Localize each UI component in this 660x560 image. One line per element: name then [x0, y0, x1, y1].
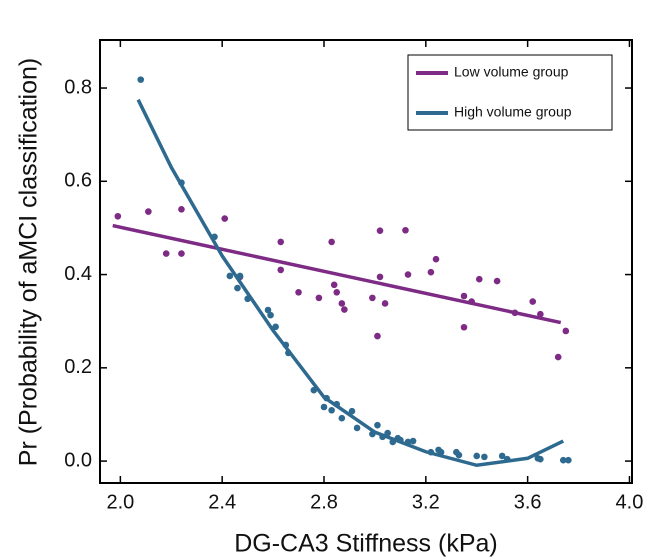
data-point: [178, 250, 185, 257]
y-axis-label: Pr (Probability of aMCI classification): [15, 58, 43, 466]
data-point: [226, 272, 234, 280]
fit-line: [136, 98, 565, 468]
data-point: [341, 306, 348, 313]
data-point: [376, 227, 384, 235]
data-point: [559, 456, 567, 464]
y-tick-label: 0.0: [64, 449, 92, 471]
data-point: [330, 281, 338, 289]
data-point: [295, 288, 302, 296]
legend-label: Low volume group: [454, 64, 569, 80]
data-point: [498, 452, 506, 460]
data-point: [455, 451, 463, 459]
data-point: [272, 323, 279, 331]
data-point: [537, 310, 544, 318]
data-point: [328, 406, 335, 414]
data-point: [427, 268, 435, 276]
data-point: [320, 403, 328, 411]
data-point: [264, 306, 272, 314]
data-point: [402, 226, 409, 234]
data-point: [554, 353, 562, 361]
legend-box: [407, 54, 613, 131]
data-point: [162, 250, 170, 257]
data-point: [475, 275, 483, 283]
data-point: [409, 437, 417, 445]
plot-frame: [99, 39, 633, 484]
x-tick-label: 2.0: [106, 491, 134, 513]
x-axis-label: DG-CA3 Stiffness (kPa): [234, 530, 498, 558]
data-point: [460, 292, 468, 300]
fit-line: [112, 223, 562, 325]
data-point: [493, 277, 501, 285]
data-point: [529, 298, 537, 305]
data-point: [267, 311, 274, 319]
data-point: [369, 294, 376, 302]
data-point: [432, 255, 440, 263]
data-point: [381, 300, 389, 307]
data-point: [333, 288, 341, 296]
data-point: [565, 456, 572, 464]
data-point: [137, 76, 145, 83]
data-point: [338, 300, 346, 307]
x-tick-label: 3.6: [514, 491, 542, 513]
data-point: [374, 421, 381, 429]
data-point: [221, 215, 229, 222]
x-tick-label: 3.2: [412, 491, 440, 513]
data-point: [114, 212, 122, 220]
x-tick-label: 2.8: [310, 491, 338, 513]
y-tick-label: 0.6: [64, 170, 92, 192]
data-point: [178, 205, 185, 213]
data-point: [328, 238, 335, 246]
data-point: [234, 284, 241, 292]
data-point: [277, 238, 285, 246]
legend-label: High volume group: [454, 104, 572, 120]
data-point: [315, 294, 323, 302]
data-point: [473, 452, 481, 460]
data-point: [374, 332, 381, 340]
data-point: [277, 266, 285, 274]
data-point: [353, 424, 361, 432]
y-tick-label: 0.4: [64, 263, 92, 285]
data-point: [460, 323, 468, 331]
x-tick-label: 2.4: [208, 491, 236, 513]
data-point: [376, 273, 384, 281]
data-point: [348, 407, 356, 415]
data-point: [338, 414, 346, 422]
data-point: [481, 453, 488, 461]
data-point: [404, 271, 412, 278]
data-point: [537, 455, 544, 463]
y-tick-label: 0.8: [64, 76, 92, 98]
data-point: [145, 208, 152, 215]
y-tick-label: 0.2: [64, 356, 92, 378]
x-tick-label: 4.0: [616, 491, 644, 513]
data-point: [562, 327, 570, 335]
